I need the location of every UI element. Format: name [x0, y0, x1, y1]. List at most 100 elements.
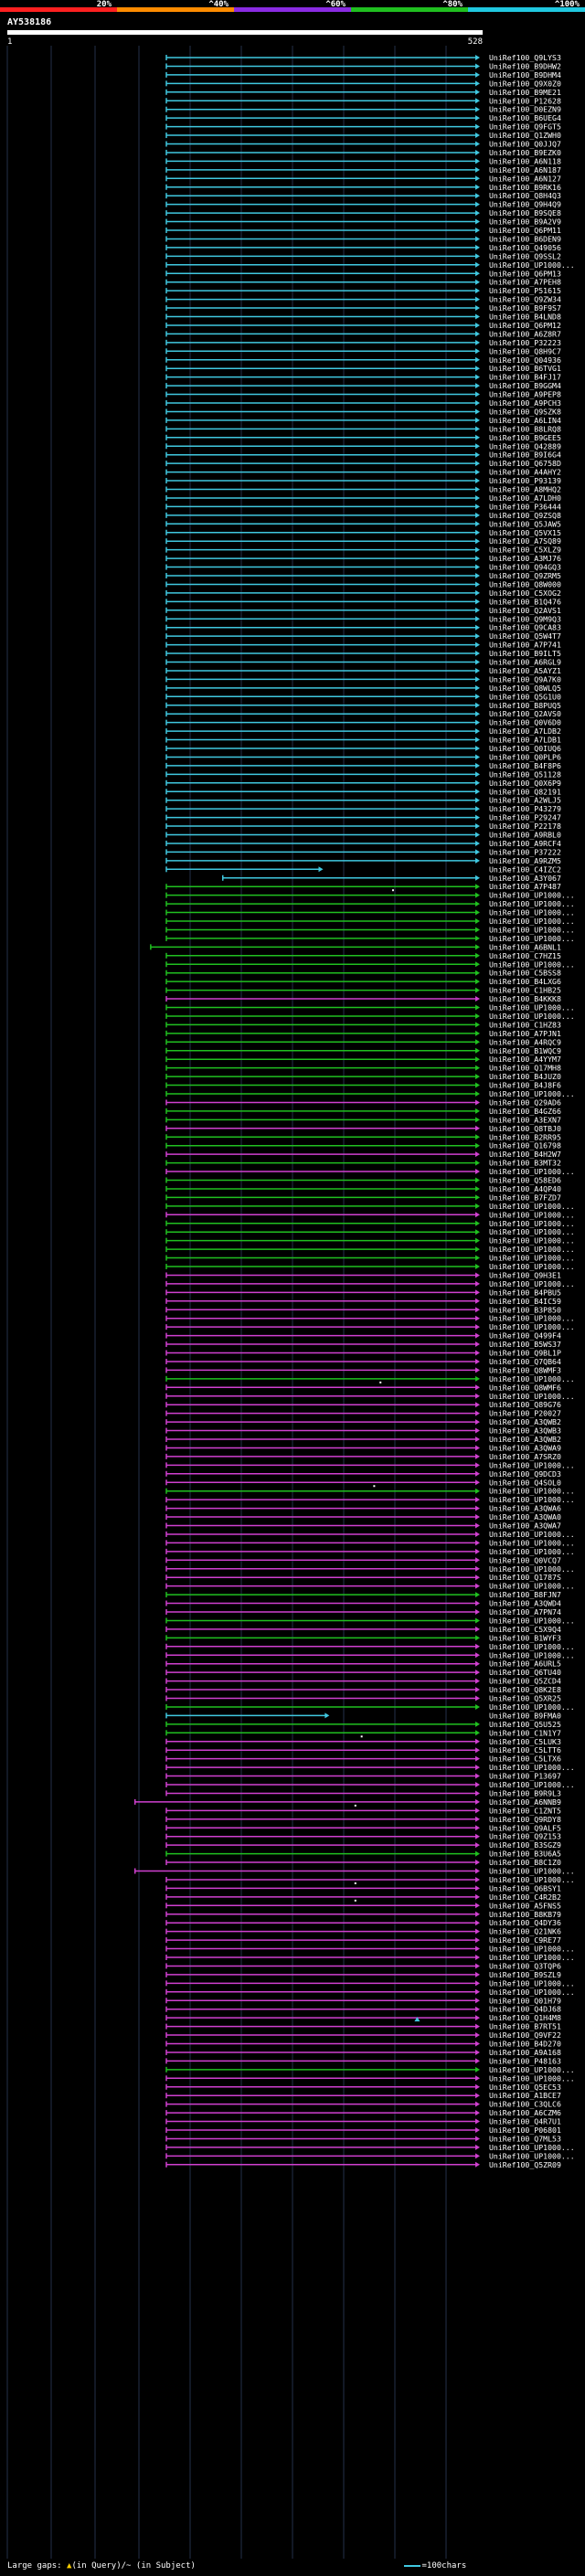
hit-arrow-icon [475, 115, 480, 122]
hit-arrow-icon [475, 1876, 480, 1882]
hit-label: UniRef100_B9DHM4 [489, 70, 561, 80]
hit-arrow-icon [475, 987, 480, 993]
hit-arrow-icon [475, 884, 480, 890]
hit-row: UniRef100_A3QWA0 [165, 1512, 561, 1521]
hit-label: UniRef100_UP1000... [489, 260, 575, 270]
hit-arrow-icon [475, 564, 480, 570]
hit-label: UniRef100_UP1000... [489, 1988, 575, 1997]
hit-arrow-icon [475, 857, 480, 864]
hit-arrow-icon [475, 806, 480, 812]
hit-arrow-icon [475, 1108, 480, 1114]
hit-row: UniRef100_Q9X0Z0 [165, 79, 561, 88]
hit-row: UniRef100_P48163 [165, 2056, 561, 2065]
hit-label: UniRef100_A9PEP8 [489, 390, 561, 399]
hit-label: UniRef100_Q4SOL0 [489, 1478, 561, 1487]
hit-row: UniRef100_A8MHQ2 [165, 485, 561, 494]
hit-arrow-icon [475, 1747, 480, 1754]
hit-row: UniRef100_B4LND8 [165, 313, 561, 322]
hit-arrow-icon [475, 478, 480, 484]
hit-arrow-icon [475, 1470, 480, 1477]
hit-label: UniRef100_Q2AVS1 [489, 606, 561, 615]
hit-label: UniRef100_Q04936 [489, 355, 561, 365]
hit-row: UniRef100_B3P850 [165, 1305, 561, 1314]
hit-arrow-icon [475, 175, 480, 182]
hit-arrow-icon [475, 546, 480, 553]
hit-label: UniRef100_UP1000... [489, 1003, 575, 1012]
hit-row: UniRef100_C5XOG2 [165, 588, 561, 598]
hit-arrow-icon [475, 1125, 480, 1131]
gap-marker-icon [354, 1804, 356, 1807]
hit-row: UniRef100_UP1000... [133, 1867, 575, 1876]
hit-label: UniRef100_Q94GQ3 [489, 563, 561, 572]
hit-row: UniRef100_A6Z8R7 [165, 329, 561, 338]
hit-row: UniRef100_Q6PM13 [165, 269, 561, 278]
hit-label: UniRef100_C5BSS8 [489, 969, 561, 978]
hit-label: UniRef100_Q5XR25 [489, 1694, 561, 1703]
hit-row: UniRef100_Q8TBJ0 [165, 1124, 561, 1133]
hit-arrow-icon [475, 529, 480, 535]
hit-label: UniRef100_P20027 [489, 1409, 561, 1418]
hit-arrow-icon [475, 1117, 480, 1123]
hit-arrow-icon [475, 270, 480, 277]
hit-label: UniRef100_B2RR95 [489, 1132, 561, 1141]
hit-label: UniRef100_Q6TU40 [489, 1668, 561, 1677]
hit-label: UniRef100_A7PN74 [489, 1607, 561, 1617]
hit-arrow-icon [475, 823, 480, 830]
hit-arrow-icon [475, 538, 480, 545]
hit-arrow-icon [475, 909, 480, 916]
hit-row: UniRef100_Q8WLQ5 [165, 684, 561, 693]
hit-arrow-icon [475, 1315, 480, 1321]
hit-arrow-icon [475, 2032, 480, 2039]
hit-arrow-icon [475, 1600, 480, 1606]
hit-label: UniRef100_A3QWB3 [489, 1426, 561, 1436]
hit-label: UniRef100_A7P487 [489, 882, 561, 891]
hit-label: UniRef100_UP1000... [489, 1460, 575, 1469]
hit-label: UniRef100_C5X9Q4 [489, 1625, 561, 1634]
hit-row: UniRef100_Q5XR25 [165, 1694, 561, 1703]
hit-row: UniRef100_Q9M9Q3 [165, 614, 561, 623]
hit-row: UniRef100_UP1000... [165, 1487, 575, 1496]
hit-label: UniRef100_B9ME21 [489, 88, 561, 97]
hit-row: UniRef100_UP1000... [165, 1978, 575, 1988]
hit-arrow-icon [475, 1617, 480, 1624]
hit-arrow-icon [475, 253, 480, 260]
hit-label: UniRef100_Q9RDY8 [489, 1815, 561, 1824]
hit-label: UniRef100_Q5VX15 [489, 528, 561, 537]
hit-arrow-icon [475, 89, 480, 95]
hit-label: UniRef100_UP1000... [489, 2143, 575, 2152]
hit-row: UniRef100_UP1000... [165, 1003, 575, 1012]
hit-arrow-icon [475, 417, 480, 423]
hit-arrow-icon [475, 1384, 480, 1391]
hit-row: UniRef100_Q04936 [165, 355, 561, 365]
hit-row: UniRef100_Q9ZW34 [165, 295, 561, 304]
hit-row: UniRef100_B9ME21 [165, 88, 561, 97]
hit-row: UniRef100_Q8H4Q3 [165, 191, 561, 200]
hit-label: UniRef100_B1Q476 [489, 597, 561, 606]
gap-marker-icon [354, 1882, 356, 1884]
hit-arrow-icon [475, 607, 480, 613]
hit-arrow-icon [475, 2006, 480, 2012]
hit-arrow-icon [324, 1712, 330, 1719]
hit-arrow-icon [475, 1988, 480, 1995]
scale-tick-label: ^40% [208, 0, 229, 9]
hit-arrow-icon [475, 451, 480, 458]
hit-row: UniRef100_A6N187 [165, 165, 561, 175]
hit-label: UniRef100_Q4DJ68 [489, 2005, 561, 2014]
hit-label: UniRef100_P43279 [489, 804, 561, 813]
hit-row: UniRef100_Q9H3E1 [165, 1270, 561, 1279]
hit-arrow-icon [475, 1255, 480, 1261]
hit-label: UniRef100_A3QWA7 [489, 1521, 561, 1531]
hit-row: UniRef100_B3MT32 [165, 1159, 561, 1168]
hit-label: UniRef100_Q0V6D0 [489, 718, 561, 727]
hit-row: UniRef100_B3U6A5 [165, 1850, 561, 1859]
hit-label: UniRef100_B9I6G4 [489, 451, 561, 460]
hit-row: UniRef100_B4JUZ0 [165, 1072, 561, 1081]
hit-row: UniRef100_Q1ZWH0 [165, 131, 561, 140]
hit-label: UniRef100_Q0IUQ6 [489, 744, 561, 753]
hit-row: UniRef100_P22178 [165, 822, 561, 831]
hit-label: UniRef100_UP1000... [489, 1210, 575, 1219]
hit-label: UniRef100_UP1000... [489, 1314, 575, 1323]
hit-row: UniRef100_A3QWA9 [165, 1443, 561, 1452]
hit-arrow-icon [475, 1963, 480, 1969]
hit-arrow-icon [475, 2083, 480, 2090]
